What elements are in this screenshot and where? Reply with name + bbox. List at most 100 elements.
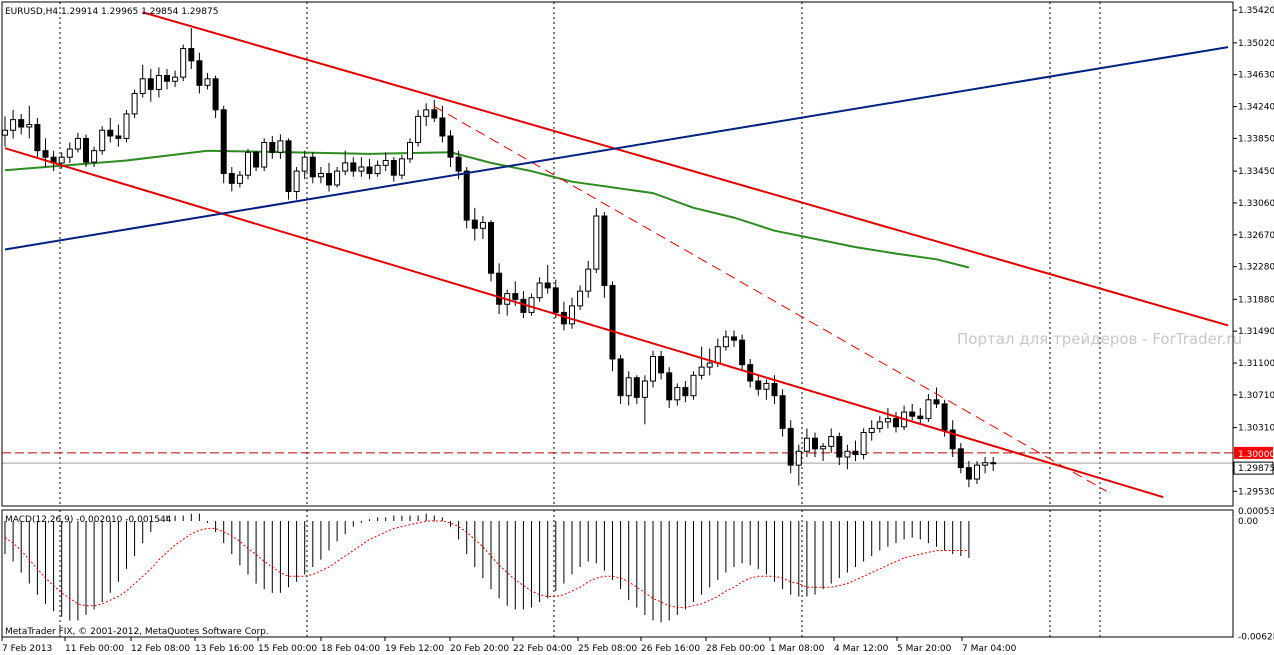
price-tick-label: 1.33850 [1238,134,1274,144]
candle [836,432,843,466]
candle-body [236,174,243,184]
price-tick-label: 1.33060 [1238,199,1274,209]
candle [91,146,98,168]
candle [860,428,867,460]
time-tick-label: 13 Feb 16:00 [195,644,254,654]
candle-body [10,119,17,131]
candle [820,443,827,462]
candle [99,126,106,155]
candle-body [471,219,478,229]
candle [350,157,357,177]
candle [949,420,956,457]
candle-body [617,358,624,397]
candle [317,167,324,184]
candle [852,440,859,462]
candle-body [852,450,859,456]
bid-badge-label: 1.29875 [1238,464,1274,474]
candle [601,211,608,298]
chart-frames [1,1,1234,638]
candle [844,444,851,470]
candle [285,138,292,200]
candle-body [301,156,308,172]
candle-body [544,282,551,289]
candle [682,381,689,403]
candle [334,167,341,188]
bid-badge [1233,461,1274,475]
candle [2,116,8,147]
time-tick-label: 26 Feb 16:00 [641,644,700,654]
candle-body [884,418,891,423]
time-tick-label: 22 Feb 04:00 [513,644,572,654]
candle [957,443,964,474]
candle-body [91,150,98,163]
price-level-badge [1234,446,1273,459]
candle [382,152,389,172]
candle-body [350,162,357,172]
candle [876,416,883,433]
candle-body [220,109,227,175]
candle-body [706,362,713,368]
candle-body [334,170,341,186]
candle-body [949,429,956,450]
candle-body [326,173,332,186]
candle [253,150,260,172]
candle-body [666,372,673,401]
candle [917,407,924,425]
candle [463,167,470,229]
candle [731,330,737,347]
candle [164,68,170,90]
price-tick-label: 1.35420 [1238,6,1274,16]
candle-body [204,78,211,86]
candle-body [795,450,802,466]
candle [528,293,535,316]
candle-body [577,290,584,307]
candle-body [496,272,503,305]
axes: 1.35420 1.35020 1.34630 1.34240 1.33850 1.334… [1,6,1274,654]
candle [593,207,600,274]
candlesticks [2,28,997,488]
candle [147,68,154,102]
candle-body [228,173,235,184]
price-tick-label: 1.31490 [1238,327,1274,337]
candle [10,109,17,139]
time-tick-label: 7 Feb 2013 [2,644,52,654]
candle [269,135,276,159]
candle-body [917,415,924,420]
candle [504,289,511,316]
candle [431,100,438,123]
price-tick-label: 1.34630 [1238,71,1274,81]
candle-body [107,129,114,137]
candle-body [439,117,446,137]
time-tick-label: 15 Feb 00:00 [258,644,317,654]
candle-body [601,215,608,286]
candle-body [99,129,106,152]
candle-body [34,124,41,152]
candle-body [820,445,827,450]
candle-body [763,382,770,390]
candle [42,138,49,168]
candle [439,105,446,143]
price-tick-label: 1.29530 [1238,487,1274,497]
candle [172,70,179,87]
candle-body [860,431,867,456]
candle [374,160,381,177]
price-tick-label: 1.35020 [1238,39,1274,49]
candle [982,456,989,474]
candle-body [139,78,146,94]
candle-body [382,159,389,166]
candle-body [317,173,324,178]
candle-body [739,339,746,366]
candle [326,162,332,192]
candle-body [285,140,292,193]
candle [245,149,251,180]
candle-body [755,380,762,390]
candle [26,105,33,139]
time-tick-label: 5 Mar 20:00 [897,644,952,654]
candle-body [941,403,948,431]
macd-label: MACD(12,26,9) -0.002010 -0.001544 [5,515,172,525]
candle [415,109,422,147]
candle [706,348,713,376]
candle-body [836,436,843,458]
candle-body [83,137,89,163]
